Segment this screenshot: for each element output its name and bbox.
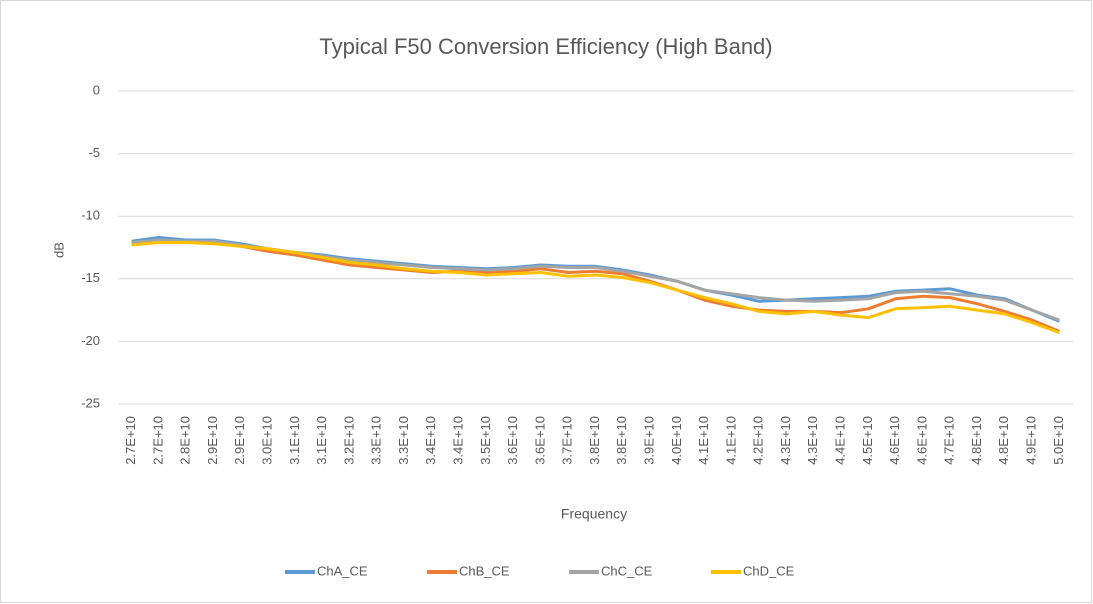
x-tick-label: 3.6E+10 xyxy=(505,416,520,465)
x-tick-label: 3.4E+10 xyxy=(423,416,438,465)
x-tick-label: 4.0E+10 xyxy=(669,416,684,465)
series-line xyxy=(131,239,1060,333)
x-tick-label: 2.9E+10 xyxy=(205,416,220,465)
x-tick-label: 3.1E+10 xyxy=(314,416,329,465)
x-tick-label: 3.1E+10 xyxy=(287,416,302,465)
x-tick-label: 3.5E+10 xyxy=(478,416,493,465)
x-tick-label: 3.7E+10 xyxy=(560,416,575,465)
legend-label: ChD_CE xyxy=(743,563,795,578)
x-tick-label: 4.3E+10 xyxy=(805,416,820,465)
x-tick-label: 4.9E+10 xyxy=(1024,416,1039,465)
y-axis-label: dB xyxy=(51,242,66,258)
x-tick-label: 2.9E+10 xyxy=(232,416,247,465)
x-tick-label: 4.1E+10 xyxy=(723,416,738,465)
x-tick-label: 4.8E+10 xyxy=(969,416,984,465)
y-tick-label: -10 xyxy=(81,208,100,223)
x-tick-label: 3.4E+10 xyxy=(451,416,466,465)
x-tick-label: 4.7E+10 xyxy=(942,416,957,465)
y-tick-label: -5 xyxy=(88,145,100,160)
x-tick-label: 2.8E+10 xyxy=(178,416,193,465)
x-tick-label: 3.8E+10 xyxy=(614,416,629,465)
x-axis-label: Frequency xyxy=(561,506,627,522)
chart-title: Typical F50 Conversion Efficiency (High … xyxy=(319,34,772,59)
legend-label: ChA_CE xyxy=(317,563,368,578)
y-tick-label: -20 xyxy=(81,333,100,348)
y-tick-label: -25 xyxy=(81,395,100,410)
x-tick-label: 4.8E+10 xyxy=(996,416,1011,465)
x-tick-label: 2.7E+10 xyxy=(123,416,138,465)
y-tick-label: 0 xyxy=(93,82,100,97)
x-tick-label: 4.5E+10 xyxy=(860,416,875,465)
x-tick-label: 4.2E+10 xyxy=(751,416,766,465)
legend-label: ChB_CE xyxy=(459,563,510,578)
series-line xyxy=(131,241,1060,335)
x-tick-label: 2.7E+10 xyxy=(150,416,165,465)
x-tick-label: 3.3E+10 xyxy=(369,416,384,465)
x-tick-label: 3.0E+10 xyxy=(260,416,275,465)
x-tick-label: 3.3E+10 xyxy=(396,416,411,465)
x-tick-label: 3.8E+10 xyxy=(587,416,602,465)
x-tick-label: 3.9E+10 xyxy=(642,416,657,465)
x-tick-label: 4.6E+10 xyxy=(887,416,902,465)
legend-label: ChC_CE xyxy=(601,563,653,578)
x-tick-label: 4.4E+10 xyxy=(833,416,848,465)
x-tick-label: 4.1E+10 xyxy=(696,416,711,465)
x-tick-label: 4.3E+10 xyxy=(778,416,793,465)
x-tick-label: 3.2E+10 xyxy=(341,416,356,465)
y-tick-label: -15 xyxy=(81,270,100,285)
x-tick-label: 4.6E+10 xyxy=(914,416,929,465)
x-tick-label: 5.0E+10 xyxy=(1051,416,1066,465)
x-tick-label: 3.6E+10 xyxy=(532,416,547,465)
